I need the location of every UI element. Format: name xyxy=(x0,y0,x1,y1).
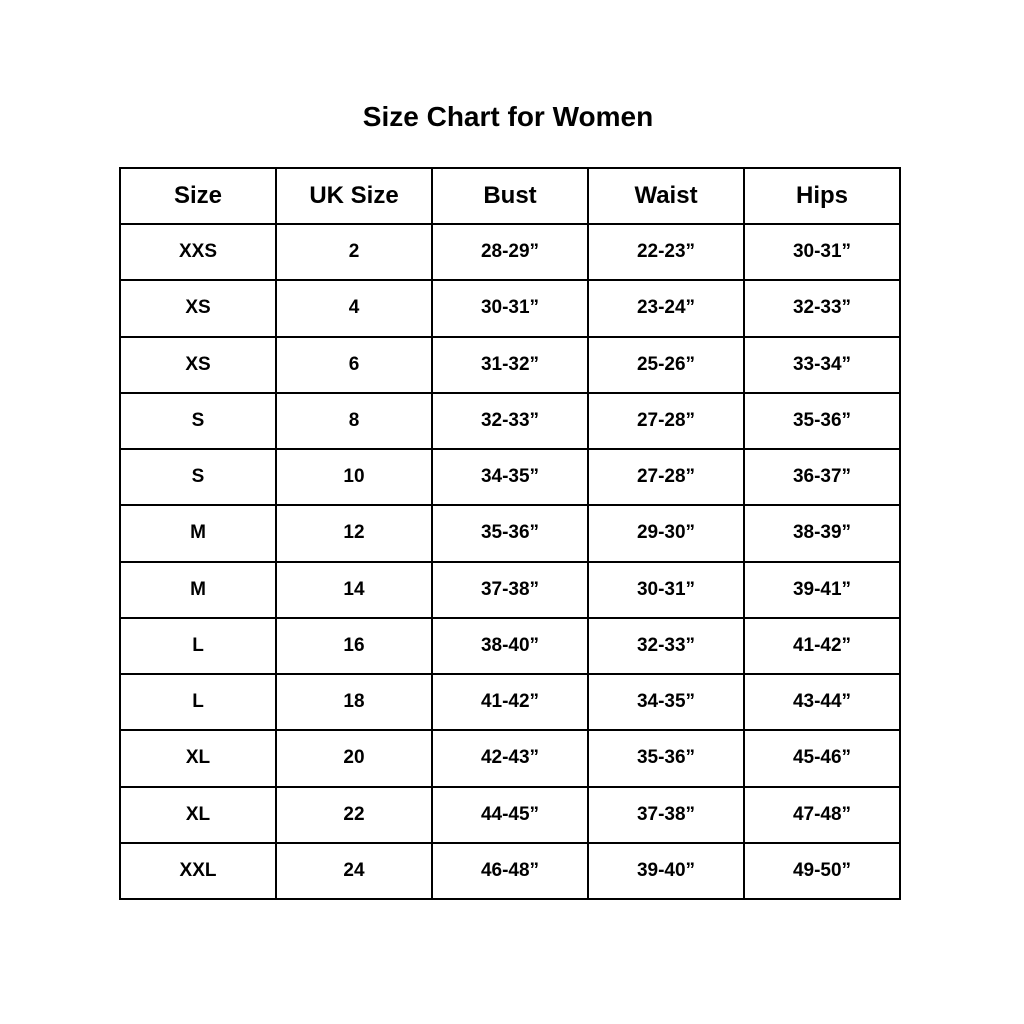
cell-bust: 34-35” xyxy=(431,447,589,507)
cell-bust: 30-31” xyxy=(431,279,589,338)
cell-hips: 33-34” xyxy=(743,335,901,394)
cell-waist: 37-38” xyxy=(587,785,745,844)
cell-size: XXL xyxy=(119,841,277,901)
cell-waist: 30-31” xyxy=(587,560,745,619)
cell-hips: 47-48” xyxy=(743,785,901,844)
cell-bust: 41-42” xyxy=(431,672,589,732)
cell-bust: 38-40” xyxy=(431,616,589,676)
cell-size: L xyxy=(119,616,277,676)
cell-waist: 32-33” xyxy=(587,616,745,676)
cell-uk-size: 10 xyxy=(275,447,433,507)
table-row: M 12 35-36” 29-30” 38-39” xyxy=(119,504,901,563)
column-header-waist: Waist xyxy=(587,167,745,225)
column-header-uk-size: UK Size xyxy=(275,167,433,225)
cell-size: M xyxy=(119,560,277,619)
cell-bust: 32-33” xyxy=(431,391,589,451)
cell-uk-size: 2 xyxy=(275,222,433,282)
cell-size: XL xyxy=(119,729,277,788)
cell-bust: 42-43” xyxy=(431,729,589,788)
cell-uk-size: 4 xyxy=(275,279,433,338)
cell-hips: 39-41” xyxy=(743,560,901,619)
cell-waist: 23-24” xyxy=(587,279,745,338)
cell-size: L xyxy=(119,672,277,732)
table-row: XS 6 31-32” 25-26” 33-34” xyxy=(119,335,901,394)
cell-waist: 29-30” xyxy=(587,504,745,563)
cell-hips: 38-39” xyxy=(743,504,901,563)
cell-size: XXS xyxy=(119,222,277,282)
cell-uk-size: 8 xyxy=(275,391,433,451)
column-header-size: Size xyxy=(119,167,277,225)
cell-waist: 34-35” xyxy=(587,672,745,732)
cell-hips: 36-37” xyxy=(743,447,901,507)
cell-size: XS xyxy=(119,335,277,394)
cell-waist: 22-23” xyxy=(587,222,745,282)
cell-size: M xyxy=(119,504,277,563)
cell-hips: 49-50” xyxy=(743,841,901,901)
table-row: XXL 24 46-48” 39-40” 49-50” xyxy=(119,841,901,901)
cell-bust: 37-38” xyxy=(431,560,589,619)
cell-waist: 25-26” xyxy=(587,335,745,394)
table-row: S 10 34-35” 27-28” 36-37” xyxy=(119,447,901,507)
cell-uk-size: 12 xyxy=(275,504,433,563)
cell-uk-size: 20 xyxy=(275,729,433,788)
size-chart-table: Size UK Size Bust Waist Hips XXS 2 28-29” 22-23… xyxy=(119,167,901,901)
table-row: L 16 38-40” 32-33” 41-42” xyxy=(119,616,901,676)
cell-hips: 30-31” xyxy=(743,222,901,282)
column-header-hips: Hips xyxy=(743,167,901,225)
page-title: Size Chart for Women xyxy=(362,101,654,132)
cell-waist: 39-40” xyxy=(587,841,745,901)
cell-size: XL xyxy=(119,785,277,844)
cell-bust: 44-45” xyxy=(431,785,589,844)
table-header-row: Size UK Size Bust Waist Hips xyxy=(119,167,901,225)
cell-waist: 27-28” xyxy=(587,447,745,507)
table-row: M 14 37-38” 30-31” 39-41” xyxy=(119,560,901,619)
cell-waist: 27-28” xyxy=(587,391,745,451)
table-body: XXS 2 28-29” 22-23” 30-31” XS 4 30-31” 23-24” 32-… xyxy=(119,222,901,901)
cell-size: XS xyxy=(119,279,277,338)
cell-uk-size: 14 xyxy=(275,560,433,619)
cell-size: S xyxy=(119,391,277,451)
cell-bust: 46-48” xyxy=(431,841,589,901)
table-row: L 18 41-42” 34-35” 43-44” xyxy=(119,672,901,732)
cell-bust: 31-32” xyxy=(431,335,589,394)
cell-hips: 35-36” xyxy=(743,391,901,451)
cell-bust: 28-29” xyxy=(431,222,589,282)
cell-uk-size: 22 xyxy=(275,785,433,844)
cell-size: S xyxy=(119,447,277,507)
table-row: XL 20 42-43” 35-36” 45-46” xyxy=(119,729,901,788)
cell-waist: 35-36” xyxy=(587,729,745,788)
table-row: XXS 2 28-29” 22-23” 30-31” xyxy=(119,222,901,282)
cell-hips: 41-42” xyxy=(743,616,901,676)
table-row: S 8 32-33” 27-28” 35-36” xyxy=(119,391,901,451)
cell-hips: 32-33” xyxy=(743,279,901,338)
cell-uk-size: 6 xyxy=(275,335,433,394)
column-header-bust: Bust xyxy=(431,167,589,225)
cell-hips: 45-46” xyxy=(743,729,901,788)
cell-bust: 35-36” xyxy=(431,504,589,563)
cell-uk-size: 18 xyxy=(275,672,433,732)
cell-uk-size: 16 xyxy=(275,616,433,676)
cell-uk-size: 24 xyxy=(275,841,433,901)
cell-hips: 43-44” xyxy=(743,672,901,732)
table-row: XL 22 44-45” 37-38” 47-48” xyxy=(119,785,901,844)
table-row: XS 4 30-31” 23-24” 32-33” xyxy=(119,279,901,338)
